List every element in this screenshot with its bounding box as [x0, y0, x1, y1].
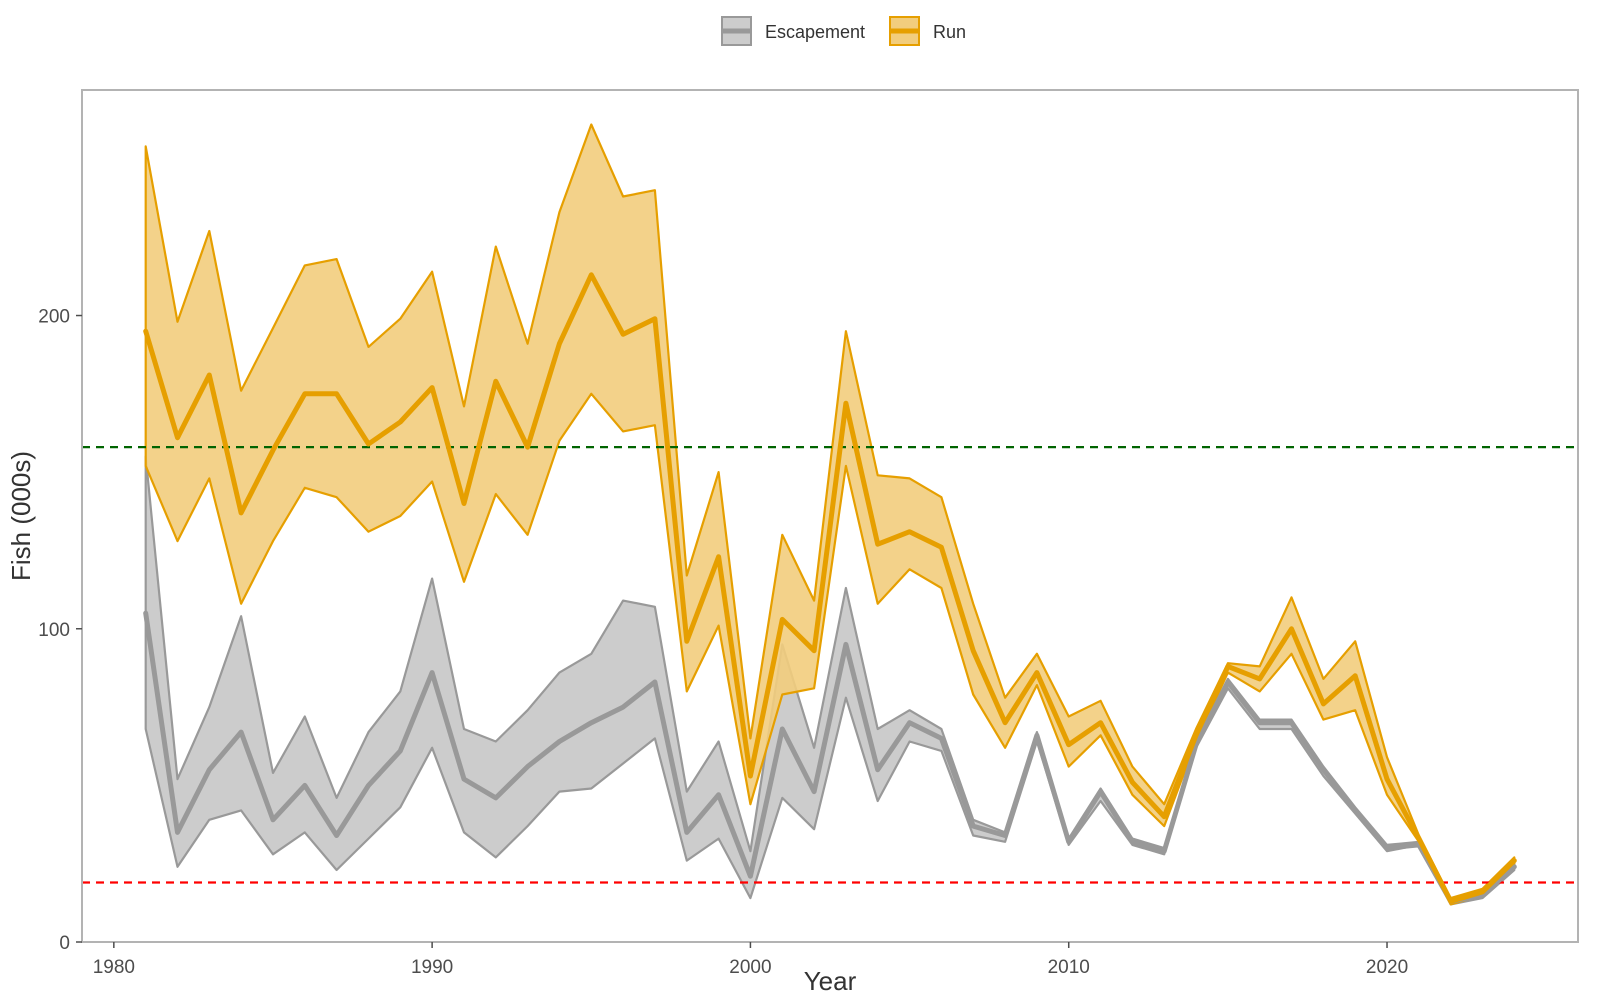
x-tick-label: 2020	[1366, 957, 1408, 978]
legend-label: Run	[933, 22, 966, 42]
legend: Escapement Run	[721, 16, 966, 46]
plot-panel-border	[81, 89, 1579, 943]
series-lines	[143, 272, 1517, 904]
y-tick-label: 100	[38, 620, 70, 641]
line-run	[143, 272, 1517, 904]
reference-lines	[82, 445, 1578, 884]
x-tick-label: 2010	[1048, 957, 1090, 978]
x-tick-label: 1980	[93, 957, 135, 978]
legend-label: Escapement	[765, 22, 865, 42]
legend-item-run: Run	[889, 16, 966, 46]
x-tick-label: 1990	[411, 957, 453, 978]
x-axis-title: Year	[804, 966, 857, 996]
legend-item-escapement: Escapement	[721, 16, 865, 46]
y-tick-label: 200	[38, 307, 70, 328]
y-axis-title: Fish (000s)	[6, 451, 36, 581]
x-tick-label: 2000	[729, 957, 771, 978]
y-tick-label: 0	[59, 933, 70, 954]
y-axis: 0 100 200	[38, 307, 82, 954]
line-escapement	[143, 610, 1517, 904]
x-axis: 1980 1990 2000 2010 2020	[93, 942, 1408, 978]
